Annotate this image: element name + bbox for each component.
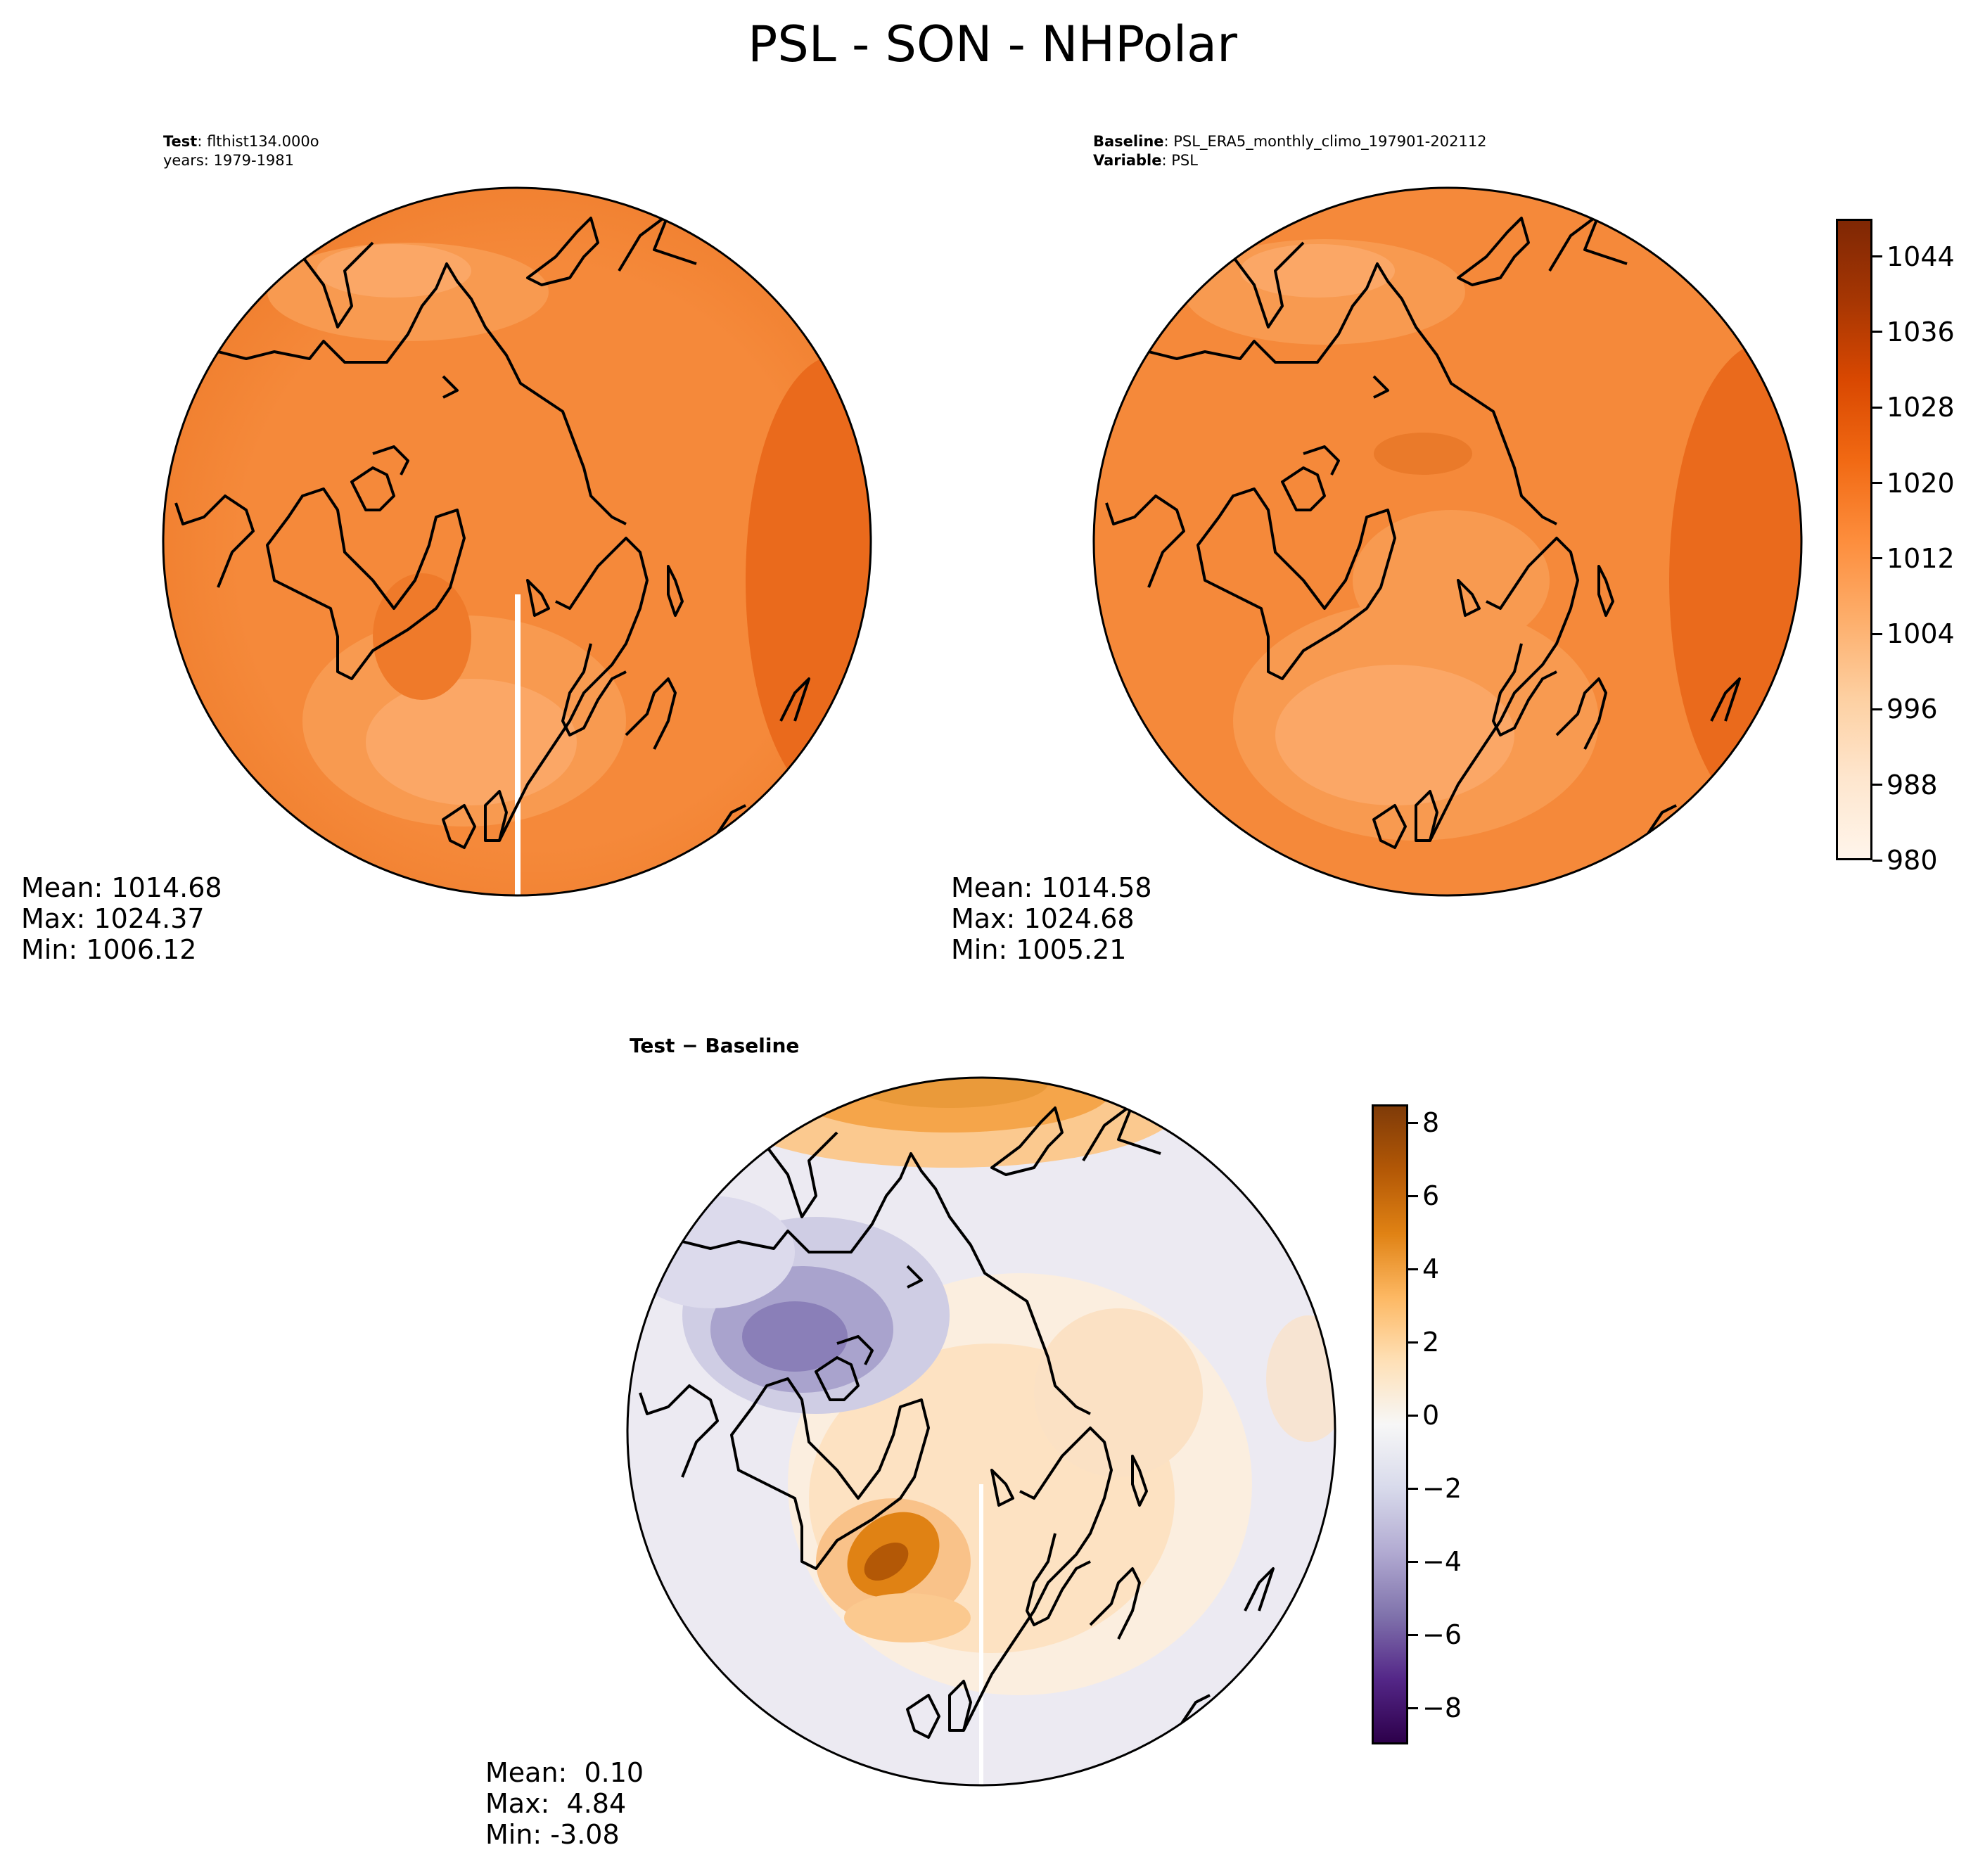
map-boundary — [162, 186, 872, 897]
map-boundary — [626, 1076, 1336, 1787]
diff-stats: Mean: 0.10 Max: 4.84 Min: -3.08 — [485, 1757, 644, 1850]
colorbar-tick-label: 988 — [1887, 769, 1938, 800]
baseline-polar-map — [1092, 186, 1803, 897]
baseline-stat-mean: Mean: 1014.58 — [951, 872, 1152, 903]
colorbar-tick — [1872, 557, 1882, 560]
colorbar-tick-label: 980 — [1887, 845, 1938, 876]
colorbar-tick — [1872, 784, 1882, 786]
diff-stat-max: Max: 4.84 — [485, 1788, 627, 1819]
contour-band — [317, 244, 471, 298]
colorbar-tick-label: 1012 — [1887, 542, 1955, 574]
colorbar-tick — [1872, 859, 1882, 862]
seam-artifact — [515, 594, 521, 895]
figure-title: PSL - SON - NHPolar — [748, 15, 1237, 73]
contour-band — [373, 573, 471, 700]
contour-band — [1034, 1308, 1203, 1477]
colorbar-tick-label: −2 — [1422, 1473, 1462, 1504]
baseline-label-bold: Baseline — [1093, 133, 1164, 150]
colorbar-tick-label: 8 — [1422, 1107, 1440, 1138]
colorbar-tick — [1872, 406, 1882, 409]
colorbar-tick — [1872, 331, 1882, 333]
test-label-years: years: 1979-1981 — [163, 152, 295, 169]
contour-band — [1275, 665, 1514, 805]
colorbar-tick — [1872, 255, 1882, 258]
colorbar-tick-label: −4 — [1422, 1546, 1462, 1577]
diff-title: Test − Baseline — [630, 1034, 800, 1057]
colorbar-tick-label: 1036 — [1887, 316, 1955, 347]
test-stat-mean: Mean: 1014.68 — [21, 872, 222, 903]
colorbar-tick-label: 1044 — [1887, 241, 1955, 272]
colorbar-tick — [1408, 1194, 1418, 1197]
contour-band — [844, 1593, 971, 1642]
baseline-stats: Mean: 1014.58 Max: 1024.68 Min: 1005.21 — [951, 872, 1152, 965]
test-stats: Mean: 1014.68 Max: 1024.37 Min: 1006.12 — [21, 872, 222, 965]
colorbar-tick — [1408, 1341, 1418, 1344]
colorbar-tick — [1872, 482, 1882, 485]
colorbar-tick-label: 6 — [1422, 1180, 1440, 1211]
colorbar-tick-label: −6 — [1422, 1619, 1462, 1650]
contour-band — [742, 1301, 848, 1372]
test-label-bold: Test — [163, 133, 198, 150]
colorbar-tick — [1408, 1487, 1418, 1490]
baseline-stat-max: Max: 1024.68 — [951, 903, 1135, 934]
diff-stat-mean: Mean: 0.10 — [485, 1757, 644, 1788]
test-panel-header: Test: flthist134.000o years: 1979-1981 — [163, 132, 319, 170]
colorbar-tick — [1408, 1706, 1418, 1709]
test-stat-min: Min: 1006.12 — [21, 934, 197, 965]
diff-colorbar — [1372, 1104, 1408, 1744]
baseline-panel-header: Baseline: PSL_ERA5_monthly_climo_197901-… — [1093, 132, 1487, 170]
contour-band — [366, 679, 577, 805]
colorbar-tick — [1408, 1268, 1418, 1270]
contour-band — [1353, 510, 1550, 651]
diff-stat-min: Min: -3.08 — [485, 1819, 620, 1850]
baseline-stat-min: Min: 1005.21 — [951, 934, 1127, 965]
contour-band — [627, 1196, 795, 1308]
contour-band — [1669, 341, 1801, 819]
colorbar-tick — [1872, 632, 1882, 635]
contour-band — [851, 1078, 1048, 1108]
colorbar-tick — [1408, 1414, 1418, 1417]
contour-band — [746, 355, 871, 805]
coastlines — [1105, 213, 1741, 849]
colorbar-tick-label: 996 — [1887, 694, 1938, 725]
test-stat-max: Max: 1024.37 — [21, 903, 205, 934]
seam-artifact — [979, 1484, 983, 1785]
colorbar-tick — [1872, 708, 1882, 710]
test-label-case: : flthist134.000o — [197, 133, 319, 150]
coastlines — [639, 1103, 1275, 1739]
colorbar-tick — [1408, 1560, 1418, 1563]
variable-label-value: : PSL — [1161, 152, 1198, 169]
colorbar-tick-label: 1004 — [1887, 618, 1955, 650]
coastlines — [174, 213, 810, 849]
colorbar-tick — [1408, 1121, 1418, 1124]
colorbar-tick-label: 1028 — [1887, 392, 1955, 423]
colorbar-tick-label: 2 — [1422, 1327, 1440, 1358]
colorbar-tick-label: 1020 — [1887, 467, 1955, 499]
colorbar-tick-label: 0 — [1422, 1400, 1440, 1431]
contour-band — [1374, 433, 1472, 475]
colorbar-tick — [1408, 1633, 1418, 1636]
colorbar-tick-label: −8 — [1422, 1692, 1462, 1723]
map-boundary — [1092, 186, 1803, 897]
variable-label-bold: Variable — [1093, 152, 1162, 169]
colorbar-tick-label: 4 — [1422, 1253, 1440, 1284]
test-polar-map — [162, 186, 872, 897]
contour-band — [1266, 1315, 1335, 1442]
contour-band — [1240, 244, 1395, 298]
diff-polar-map — [626, 1076, 1336, 1787]
psl-colorbar — [1836, 219, 1872, 860]
baseline-label-dataset: : PSL_ERA5_monthly_climo_197901-202112 — [1163, 133, 1487, 150]
contour-band — [864, 1543, 909, 1581]
